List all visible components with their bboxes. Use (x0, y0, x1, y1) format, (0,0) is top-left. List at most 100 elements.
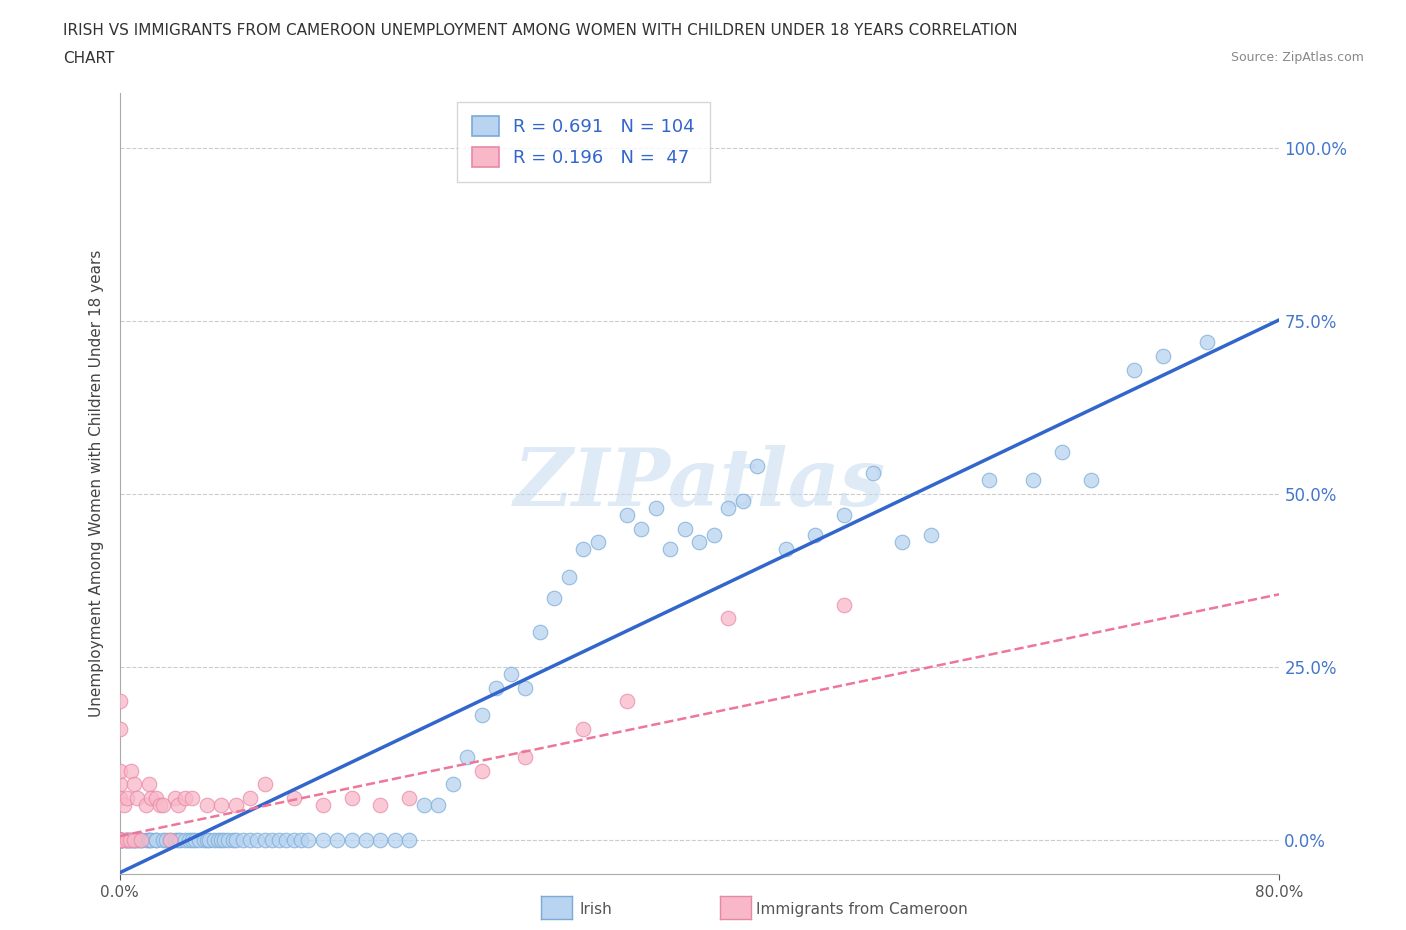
Point (108, 832, 131, 847)
Point (689, 535, 711, 550)
Point (115, 832, 138, 847)
Point (169, 832, 191, 847)
Point (111, 832, 134, 847)
Point (297, 832, 319, 847)
Point (921, 528, 943, 543)
Point (138, 832, 160, 847)
Point (129, 832, 152, 847)
Point (616, 694, 638, 709)
Point (108, 832, 131, 847)
Point (558, 569, 581, 584)
Point (217, 832, 239, 847)
Point (125, 832, 148, 847)
Point (122, 832, 145, 847)
Point (515, 750, 537, 764)
Point (120, 832, 142, 847)
Y-axis label: Unemployment Among Women with Children Under 18 years: Unemployment Among Women with Children U… (89, 250, 104, 717)
Point (118, 832, 141, 847)
Point (115, 832, 138, 847)
Point (747, 458, 769, 473)
Text: ZIPatlas: ZIPatlas (513, 445, 886, 523)
Point (717, 500, 740, 515)
Point (441, 777, 464, 791)
Point (427, 798, 450, 813)
Point (212, 832, 235, 847)
Point (834, 507, 856, 522)
Point (108, 832, 131, 847)
Point (398, 832, 420, 847)
Point (979, 472, 1001, 487)
Point (163, 832, 186, 847)
Point (209, 832, 232, 847)
Point (108, 832, 131, 847)
Point (370, 832, 392, 847)
Point (135, 798, 157, 813)
Point (129, 832, 152, 847)
Point (616, 507, 638, 522)
Text: CHART: CHART (63, 51, 115, 66)
Point (108, 832, 131, 847)
Point (181, 832, 204, 847)
Point (232, 832, 254, 847)
Point (717, 611, 740, 626)
Point (173, 790, 195, 805)
Point (149, 798, 172, 813)
Point (108, 832, 131, 847)
Point (586, 535, 609, 550)
Point (834, 597, 856, 612)
Point (413, 798, 436, 813)
Point (159, 832, 181, 847)
Point (129, 832, 152, 847)
Point (159, 832, 181, 847)
Legend: R = 0.691   N = 104, R = 0.196   N =  47: R = 0.691 N = 104, R = 0.196 N = 47 (457, 102, 710, 181)
Point (108, 832, 131, 847)
Point (499, 666, 522, 681)
Point (141, 832, 163, 847)
Point (108, 763, 131, 777)
Point (115, 832, 138, 847)
Point (145, 832, 167, 847)
Point (1153, 348, 1175, 363)
Point (122, 832, 145, 847)
Point (138, 777, 160, 791)
Point (290, 832, 312, 847)
Point (122, 832, 145, 847)
Point (145, 832, 167, 847)
Point (108, 790, 131, 805)
Text: Source: ZipAtlas.com: Source: ZipAtlas.com (1230, 51, 1364, 64)
Point (370, 798, 392, 813)
Point (731, 494, 754, 509)
Point (179, 832, 201, 847)
Text: Irish: Irish (579, 902, 612, 917)
Point (108, 832, 131, 847)
Point (471, 763, 494, 777)
Point (260, 832, 283, 847)
Point (108, 694, 131, 709)
Point (195, 832, 218, 847)
Point (276, 832, 298, 847)
Point (193, 832, 215, 847)
Point (115, 790, 138, 805)
Point (118, 832, 141, 847)
Point (311, 832, 333, 847)
Point (112, 798, 135, 813)
Point (173, 832, 195, 847)
Point (108, 722, 131, 737)
Point (122, 832, 145, 847)
Point (246, 832, 269, 847)
Point (804, 528, 827, 543)
Point (384, 832, 406, 847)
Point (572, 542, 595, 557)
Point (145, 790, 167, 805)
Point (120, 763, 142, 777)
Point (108, 832, 131, 847)
Point (195, 798, 218, 813)
Point (775, 542, 797, 557)
Point (283, 790, 305, 805)
Point (108, 832, 131, 847)
Point (340, 832, 363, 847)
Point (115, 832, 138, 847)
Point (152, 832, 174, 847)
Point (122, 777, 145, 791)
Point (283, 832, 305, 847)
